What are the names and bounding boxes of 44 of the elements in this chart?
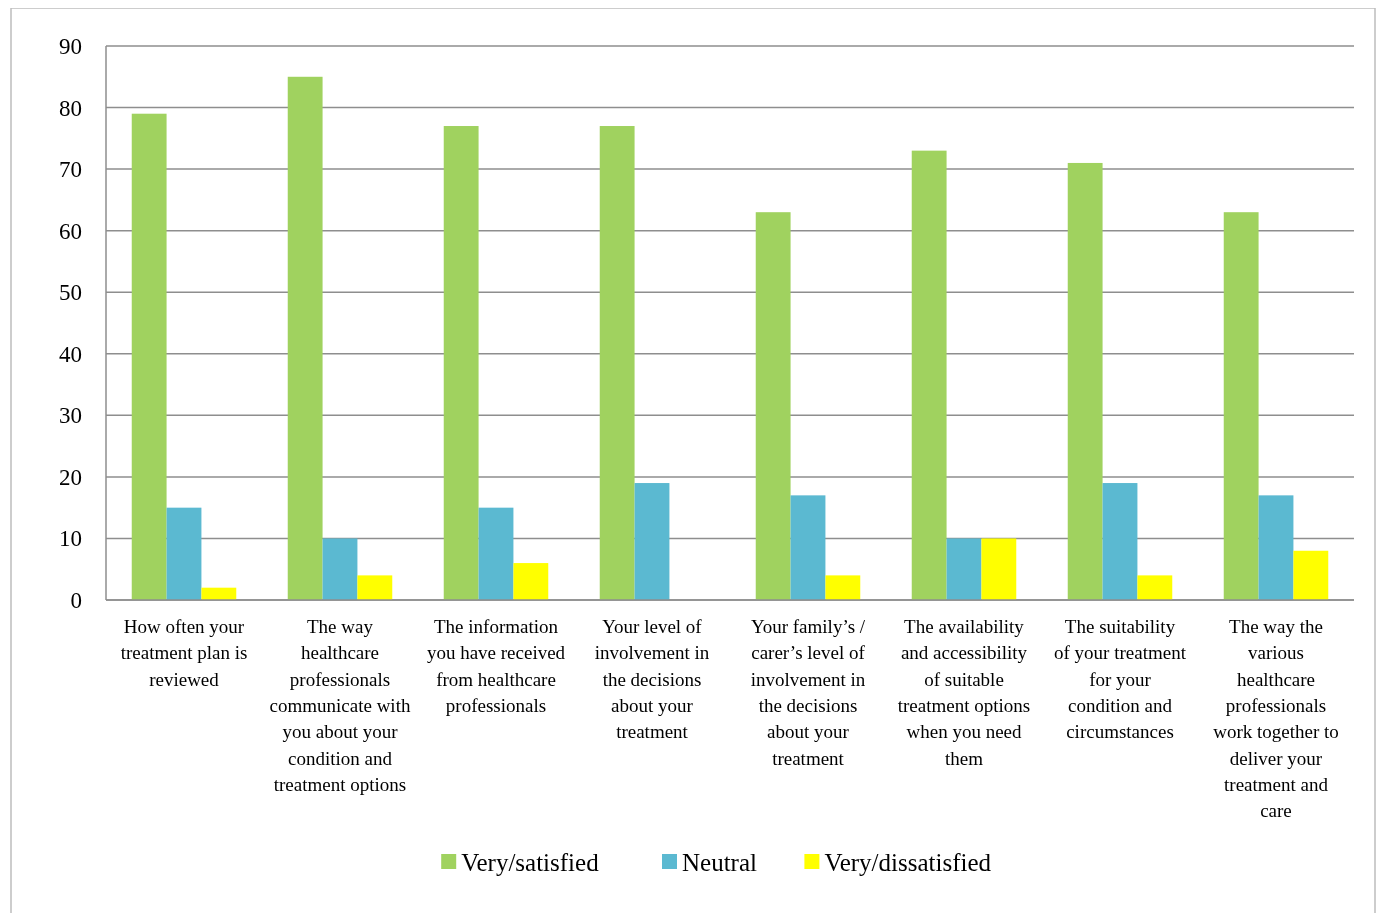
- bar: [911, 150, 947, 600]
- bar: [443, 126, 479, 600]
- bar: [322, 538, 358, 600]
- legend-label: Neutral: [682, 848, 758, 876]
- y-tick-label: 70: [59, 157, 82, 183]
- bar: [634, 483, 670, 600]
- y-tick-label: 20: [59, 464, 82, 490]
- bar: [478, 507, 514, 600]
- x-tick-label: The information you have received from healthcare professionals: [426, 616, 566, 716]
- bar: [1223, 212, 1259, 600]
- bar: [946, 538, 982, 600]
- bar: [599, 126, 635, 600]
- bar: [790, 495, 826, 600]
- y-tick-label: 90: [59, 34, 82, 60]
- bar: [1293, 550, 1329, 600]
- bar: [131, 113, 167, 600]
- x-tick-label: Your family’s / carer’s level of involvement in the decisions about your treatment: [750, 616, 866, 769]
- y-tick-label: 80: [59, 95, 82, 121]
- bar: [825, 575, 861, 600]
- y-tick-label: 40: [59, 341, 82, 367]
- y-tick-label: 30: [59, 403, 82, 429]
- bar: [981, 538, 1017, 600]
- legend-label: Very/satisfied: [461, 848, 600, 876]
- x-tick-label: The availability and accessibility of suitable treatment options when you need them: [897, 616, 1031, 769]
- y-tick-label: 0: [70, 588, 82, 614]
- x-tick-label: The suitability of your treatment for your condition and circumstances: [1054, 616, 1187, 743]
- bar: [513, 563, 549, 600]
- bar: [1102, 483, 1138, 600]
- x-tick-label: The way the various healthcare professionals work together to deliver your treatment and care: [1213, 616, 1339, 822]
- bar: [357, 575, 393, 600]
- legend-label: Very/dissatisfied: [824, 848, 992, 876]
- bar: [1258, 495, 1294, 600]
- y-tick-label: 10: [59, 526, 82, 552]
- bar: [166, 507, 202, 600]
- x-tick-label: Your level of involvement in the decisions about your treatment: [594, 616, 710, 743]
- bar: [1067, 162, 1103, 600]
- x-tick-label: How often your treatment plan is reviewed: [120, 616, 248, 690]
- bar: [755, 212, 791, 600]
- y-tick-label: 50: [59, 280, 82, 306]
- bar: [287, 76, 323, 600]
- bar: [1137, 575, 1173, 600]
- x-tick-label: The way healthcare professionals communicate with you about your condition and treatment options: [269, 616, 411, 795]
- bar: [201, 587, 237, 600]
- y-tick-label: 60: [59, 218, 82, 244]
